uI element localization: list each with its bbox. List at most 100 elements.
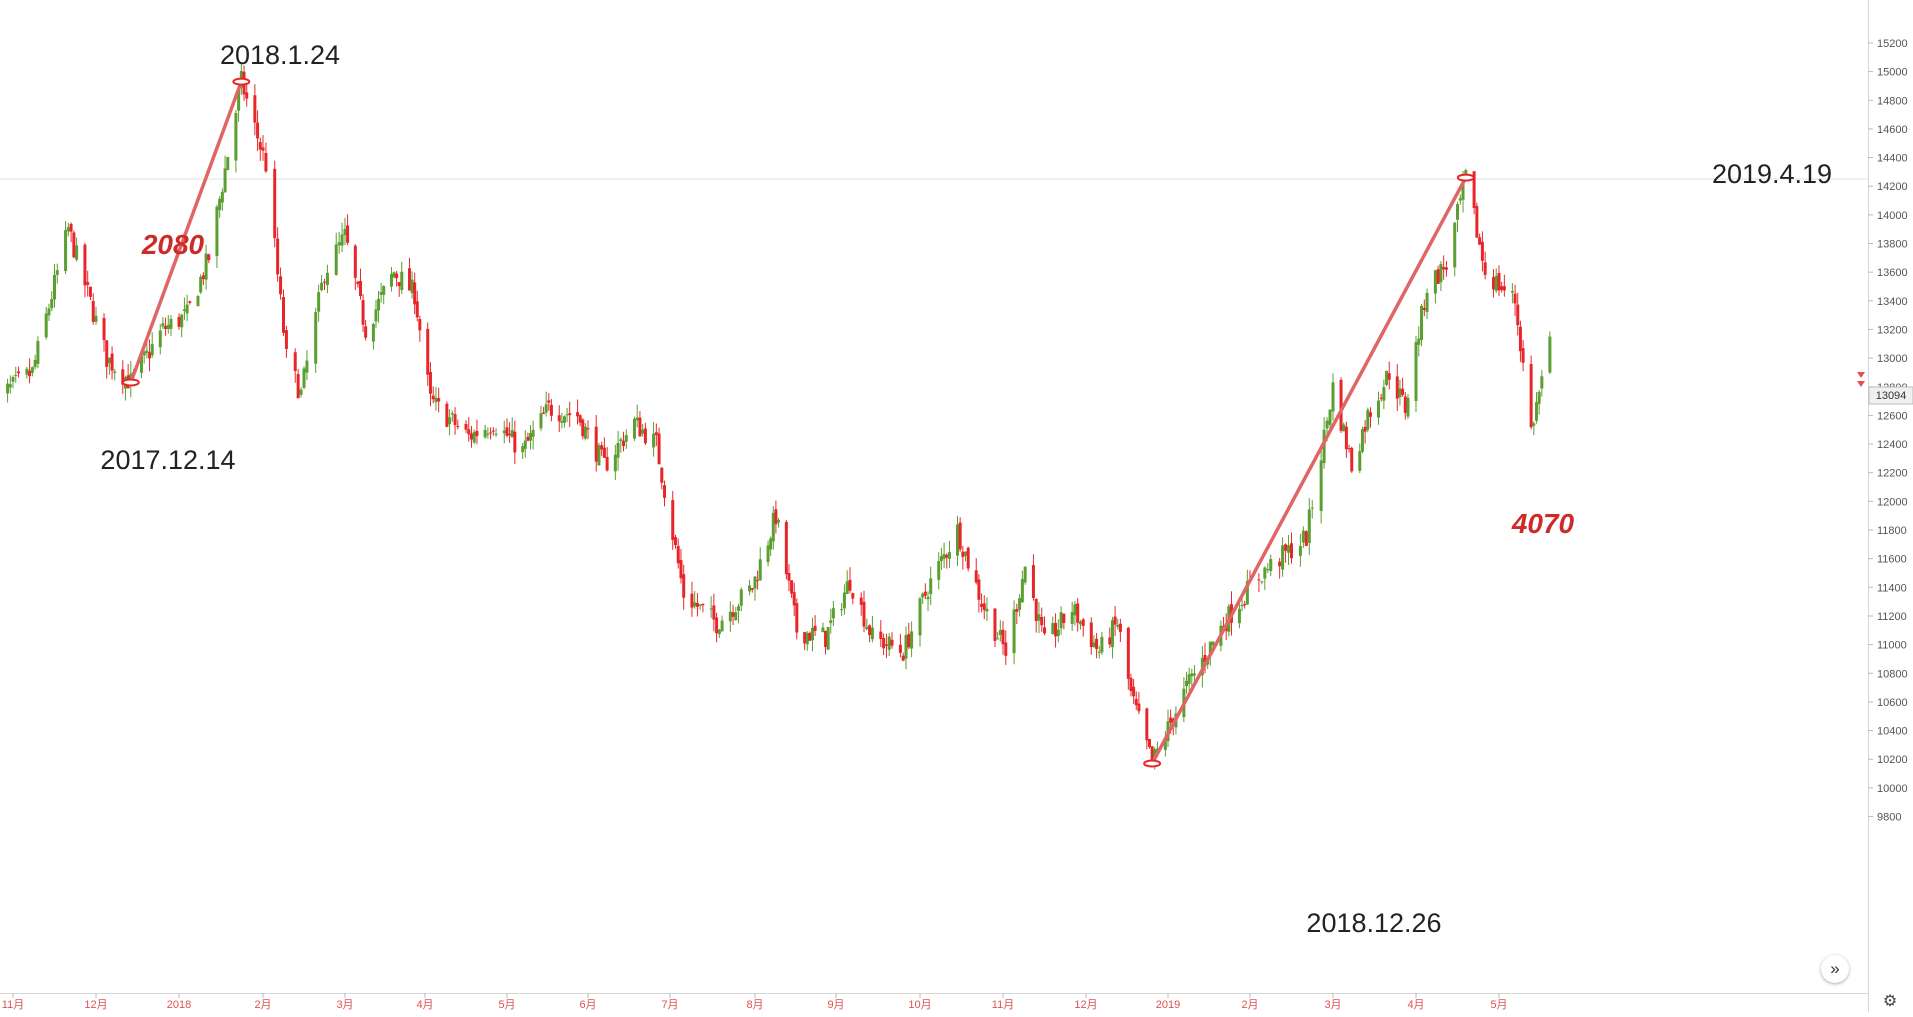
candle-body xyxy=(1472,171,1476,208)
candle-body xyxy=(237,89,241,111)
candle-body xyxy=(1442,266,1446,270)
candle-body xyxy=(17,371,21,374)
candle-body xyxy=(998,630,1002,635)
y-tick-label: 10600 xyxy=(1877,697,1908,709)
candle-body xyxy=(226,157,230,171)
candle-body xyxy=(597,445,601,466)
candle-body xyxy=(769,538,773,550)
candle-body xyxy=(105,340,109,367)
high1-date-label: 2018.1.24 xyxy=(220,40,340,70)
candle-body xyxy=(1307,509,1311,544)
candle-body xyxy=(1475,206,1479,238)
candle-body xyxy=(1054,622,1058,637)
candle-body xyxy=(353,245,357,278)
candle-body xyxy=(701,603,705,606)
y-axis: 15200 15000 14800 14600 14400 14200 14000 13800… xyxy=(1868,38,1908,824)
candle-body xyxy=(1534,402,1538,421)
candle-body xyxy=(848,579,852,591)
candle-body xyxy=(698,604,702,606)
candle-body xyxy=(676,546,680,564)
candle-body xyxy=(1012,609,1016,654)
candle-body xyxy=(526,436,530,441)
candle-body xyxy=(1240,604,1244,607)
candle-body xyxy=(586,428,590,430)
candle-body xyxy=(395,273,399,279)
candle-body xyxy=(1403,396,1407,413)
candle-body xyxy=(377,298,381,311)
candle-body xyxy=(679,560,683,579)
candle-body xyxy=(904,635,908,659)
x-axis: 11月 12月 2018 2月 3月 4月 5月 6月 7月 8月 9月 10月 11月 12月 2019 2… xyxy=(2,993,1508,1011)
candle-body xyxy=(750,588,754,590)
candle-body xyxy=(1108,637,1112,645)
candle-body xyxy=(641,429,645,434)
x-tick-label: 11月 xyxy=(992,999,1014,1011)
candle-body xyxy=(36,341,40,364)
candle-body xyxy=(256,122,260,139)
chart-settings-button[interactable]: ⚙ xyxy=(1879,991,1901,1011)
candle-body xyxy=(510,430,514,438)
candle-body xyxy=(1387,373,1391,380)
candle-body xyxy=(523,440,527,449)
candle-body xyxy=(8,384,12,388)
candle-body xyxy=(428,371,432,394)
candle-body xyxy=(1518,326,1522,352)
candle-body xyxy=(1004,642,1008,656)
candle-body xyxy=(709,608,713,610)
candle-body xyxy=(431,395,435,400)
candle-body xyxy=(737,606,741,611)
candle-body xyxy=(926,596,930,600)
candle-body xyxy=(207,254,211,261)
candle-body xyxy=(654,432,658,436)
candle-body xyxy=(739,589,743,606)
y-tick-label: 11200 xyxy=(1877,611,1907,623)
candle-body xyxy=(261,147,265,151)
candle-body xyxy=(1513,293,1517,304)
scroll-to-latest-button[interactable]: » xyxy=(1821,955,1849,983)
candle-body xyxy=(1301,530,1305,543)
candle-body xyxy=(145,350,149,353)
alert-marker-icon xyxy=(1857,372,1865,378)
candle-body xyxy=(1015,609,1019,612)
candle-body xyxy=(616,442,620,458)
candle-body xyxy=(652,433,656,448)
candle-body xyxy=(964,551,968,556)
candle-body xyxy=(337,242,341,246)
candle-body xyxy=(1051,622,1055,635)
candle-body xyxy=(581,419,585,437)
x-tick-label: 3月 xyxy=(336,999,353,1011)
candle-body xyxy=(1116,624,1120,627)
y-tick-label: 12200 xyxy=(1877,468,1908,480)
candle-body xyxy=(868,625,872,636)
candle-body xyxy=(958,522,962,550)
candle-body xyxy=(1018,598,1022,610)
candle-body xyxy=(392,272,396,278)
candle-body xyxy=(204,253,208,280)
candle-body xyxy=(712,605,716,620)
candle-body xyxy=(371,324,375,342)
candle-body xyxy=(397,282,401,287)
candle-body xyxy=(1169,717,1173,723)
candle-body xyxy=(1078,621,1082,625)
candle-body xyxy=(1358,451,1362,471)
candle-body xyxy=(188,301,192,303)
candle-body xyxy=(66,227,70,232)
candle-body xyxy=(86,282,90,285)
candle-body xyxy=(164,326,168,330)
candle-body xyxy=(845,581,849,594)
candle-body xyxy=(258,142,262,150)
candle-body xyxy=(1037,614,1041,621)
candle-body xyxy=(1344,426,1348,450)
candle-body xyxy=(33,360,37,368)
candle-body xyxy=(185,304,189,314)
x-tick-label: 10月 xyxy=(908,999,931,1011)
candle-body xyxy=(169,318,173,329)
candle-body xyxy=(693,602,697,607)
candle-body xyxy=(890,639,894,646)
candle-body xyxy=(215,206,219,257)
candle-body xyxy=(787,572,791,581)
y-tick-label: 10400 xyxy=(1877,726,1908,738)
candle-body xyxy=(223,168,227,193)
low2-date-label: 2018.12.26 xyxy=(1306,908,1441,938)
